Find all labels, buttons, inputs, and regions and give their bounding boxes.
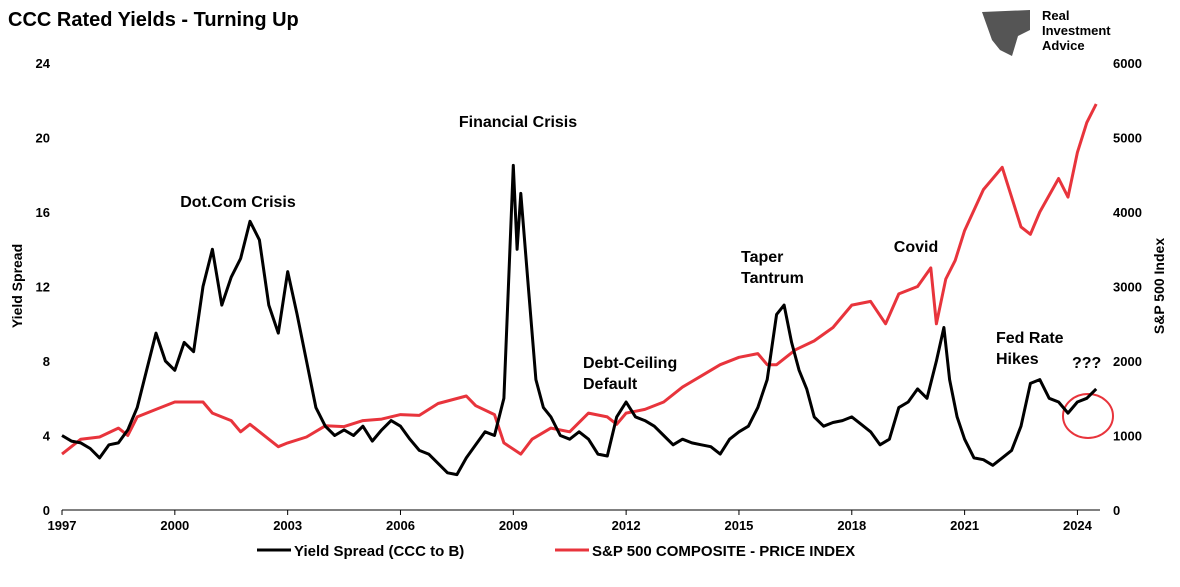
y-axis-label: Yield Spread: [9, 244, 25, 328]
logo-icon: [982, 10, 1030, 56]
series-line: [61, 103, 1098, 456]
y2-tick-label: 5000: [1113, 131, 1142, 146]
x-tick-label: 2021: [950, 518, 979, 533]
x-tick-label: 2000: [160, 518, 189, 533]
y2-tick-label: 2000: [1113, 354, 1142, 369]
y2-tick-label: 3000: [1113, 280, 1142, 295]
y-tick-label: 8: [43, 354, 50, 369]
y-tick-label: 16: [36, 205, 50, 220]
annotation: ???: [1072, 355, 1101, 372]
annotation: Taper: [741, 249, 783, 266]
y2-tick-label: 0: [1113, 503, 1120, 518]
legend-label: Yield Spread (CCC to B): [294, 543, 464, 560]
y2-axis-label: S&P 500 Index: [1151, 238, 1167, 334]
annotation: Fed Rate: [996, 330, 1064, 347]
highlight-circle: [1062, 393, 1114, 439]
y2-tick-label: 1000: [1113, 429, 1142, 444]
annotation: Debt-Ceiling: [583, 355, 677, 372]
y-tick-label: 24: [36, 56, 51, 71]
y-tick-label: 12: [36, 280, 50, 295]
annotation: Financial Crisis: [459, 114, 577, 131]
x-tick-label: 2024: [1063, 518, 1093, 533]
chart-title: CCC Rated Yields - Turning Up: [8, 9, 299, 31]
x-tick-label: 2006: [386, 518, 415, 533]
logo-text: Investment: [1042, 23, 1111, 38]
logo-text: Advice: [1042, 38, 1085, 53]
annotation: Covid: [894, 239, 938, 256]
logo-text: Real: [1042, 8, 1069, 23]
x-tick-label: 2009: [499, 518, 528, 533]
x-tick-label: 2018: [837, 518, 866, 533]
y2-tick-label: 4000: [1113, 205, 1142, 220]
y2-tick-label: 6000: [1113, 56, 1142, 71]
series-line: [61, 163, 1098, 477]
y-tick-label: 0: [43, 503, 50, 518]
legend-label: S&P 500 COMPOSITE - PRICE INDEX: [592, 543, 855, 560]
logo: Real Investment Advice: [982, 8, 1111, 56]
x-tick-label: 2015: [724, 518, 753, 533]
annotation: Default: [583, 376, 638, 393]
y-tick-label: 4: [43, 429, 51, 444]
x-tick-label: 2012: [612, 518, 641, 533]
y-tick-label: 20: [36, 131, 50, 146]
annotation: Dot.Com Crisis: [180, 194, 296, 211]
x-tick-label: 2003: [273, 518, 302, 533]
annotation: Hikes: [996, 351, 1039, 368]
x-tick-label: 1997: [48, 518, 77, 533]
annotation: Tantrum: [741, 270, 804, 287]
